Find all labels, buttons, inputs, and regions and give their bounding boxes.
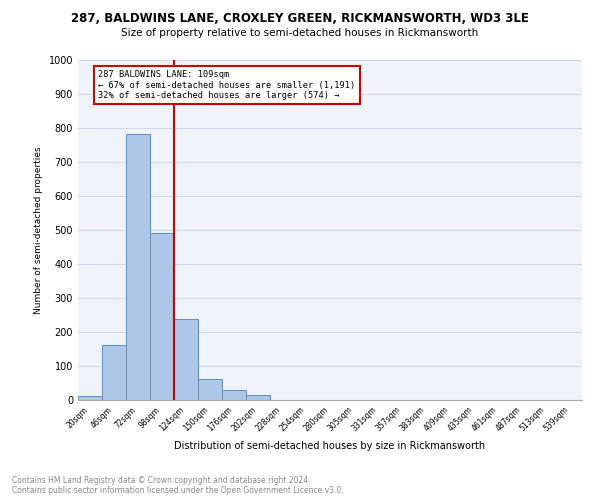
Bar (78, 396, 102, 400)
Bar (246, 395, 270, 400)
Bar (222, 390, 246, 400)
Bar (126, 134, 150, 400)
Text: 287 BALDWINS LANE: 109sqm
← 67% of semi-detached houses are smaller (1,191)
32% : 287 BALDWINS LANE: 109sqm ← 67% of semi-… (98, 70, 356, 100)
Bar (198, 378, 222, 400)
Bar (150, 234, 174, 400)
Text: Size of property relative to semi-detached houses in Rickmansworth: Size of property relative to semi-detach… (121, 28, 479, 38)
Bar (174, 320, 198, 400)
X-axis label: Distribution of semi-detached houses by size in Rickmansworth: Distribution of semi-detached houses by … (175, 442, 485, 452)
Text: Contains HM Land Registry data © Crown copyright and database right 2024.
Contai: Contains HM Land Registry data © Crown c… (12, 476, 344, 495)
Bar (102, 344, 126, 400)
Text: 287, BALDWINS LANE, CROXLEY GREEN, RICKMANSWORTH, WD3 3LE: 287, BALDWINS LANE, CROXLEY GREEN, RICKM… (71, 12, 529, 24)
Y-axis label: Number of semi-detached properties: Number of semi-detached properties (34, 146, 43, 314)
